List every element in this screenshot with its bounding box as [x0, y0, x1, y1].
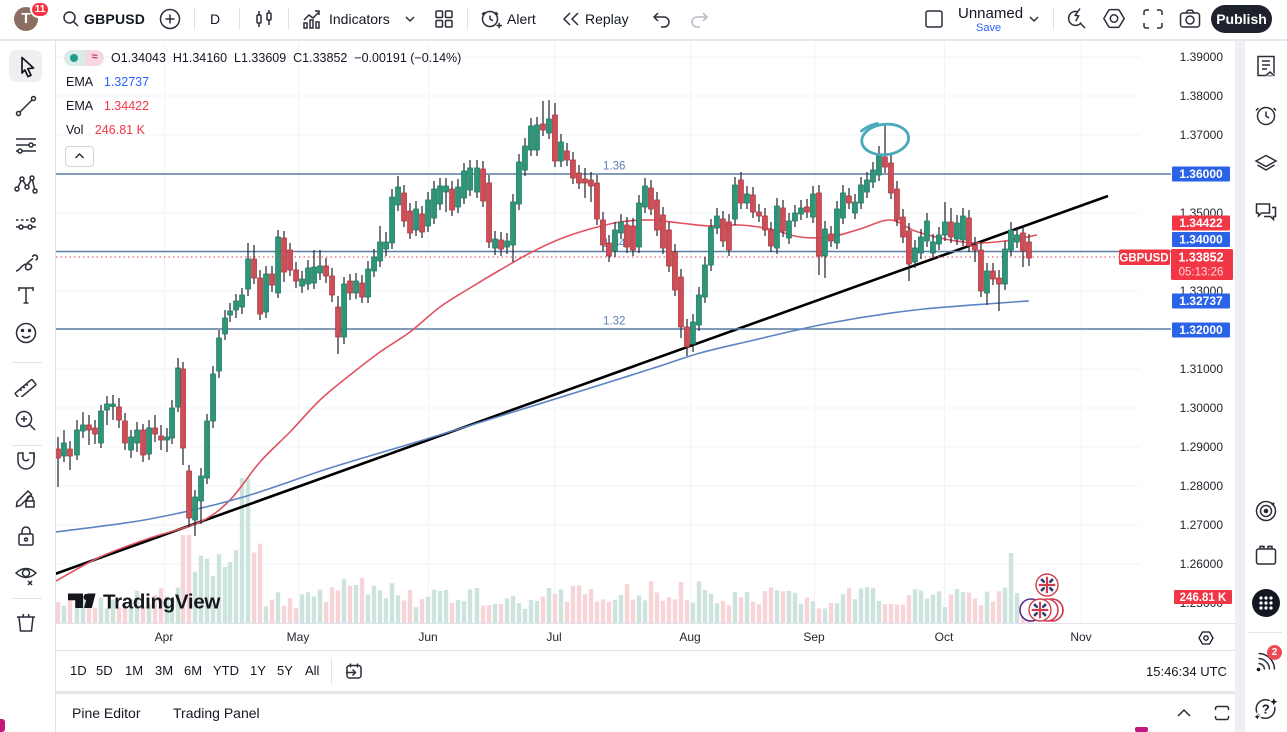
svg-text:1.34422: 1.34422 [1179, 216, 1223, 230]
svg-text:1.31000: 1.31000 [1180, 362, 1224, 376]
svg-text:TradingView: TradingView [103, 591, 220, 614]
svg-text:1.32: 1.32 [603, 316, 625, 328]
svg-text:1.32737: 1.32737 [1179, 294, 1223, 308]
svg-text:?: ? [1262, 702, 1270, 717]
svg-text:1.26000: 1.26000 [1180, 557, 1224, 571]
svg-text:May: May [287, 630, 310, 644]
svg-text:246.81 K: 246.81 K [1180, 592, 1227, 604]
svg-text:Jul: Jul [546, 630, 561, 644]
svg-text:GBPUSD: GBPUSD [1119, 253, 1168, 265]
svg-text:1.36: 1.36 [603, 161, 625, 173]
svg-text:Jun: Jun [418, 630, 437, 644]
svg-text:Oct: Oct [935, 630, 954, 644]
svg-text:1.29000: 1.29000 [1180, 440, 1224, 454]
svg-text:Nov: Nov [1070, 630, 1091, 644]
svg-text:1.33852: 1.33852 [1178, 251, 1223, 265]
svg-text:1.32000: 1.32000 [1179, 323, 1223, 337]
svg-text:Aug: Aug [679, 630, 700, 644]
svg-text:Sep: Sep [803, 630, 825, 644]
svg-text:05:13:26: 05:13:26 [1179, 267, 1224, 279]
svg-text:1.36000: 1.36000 [1179, 167, 1223, 181]
svg-text:1.34000: 1.34000 [1179, 233, 1223, 247]
svg-text:1.38000: 1.38000 [1180, 89, 1224, 103]
svg-text:Apr: Apr [155, 630, 174, 644]
svg-text:1.39000: 1.39000 [1180, 50, 1224, 64]
svg-text:1.30000: 1.30000 [1180, 401, 1224, 415]
svg-text:1.37000: 1.37000 [1180, 128, 1224, 142]
svg-text:1.28000: 1.28000 [1180, 479, 1224, 493]
svg-text:1.27000: 1.27000 [1180, 518, 1224, 532]
